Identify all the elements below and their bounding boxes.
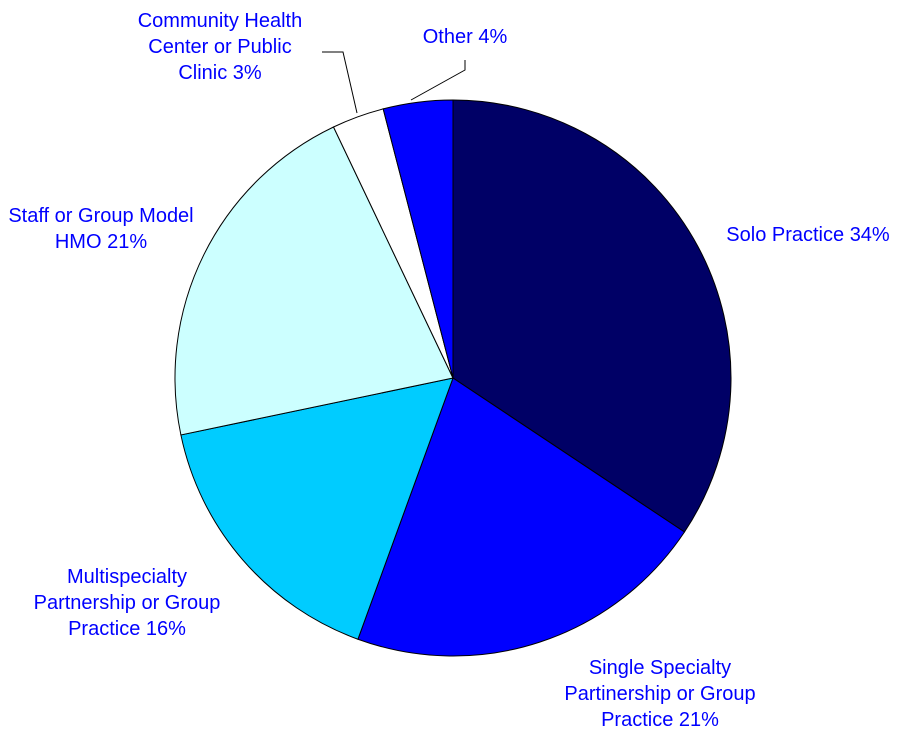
value-label: 21%: [678, 709, 719, 731]
slice-label: Multispecialty Partnership or Group Prac…: [16, 564, 238, 642]
slice-label: Other 4%: [405, 24, 525, 50]
slice-label: Solo Practice 34%: [708, 222, 908, 248]
value-label: 16%: [145, 618, 186, 640]
pie-slice: [180, 377, 454, 640]
value-label: 4%: [478, 26, 508, 48]
category: Community Health Center or Public Clinic: [137, 10, 303, 84]
category: Other: [422, 26, 473, 48]
value-label: 34%: [849, 224, 890, 246]
slice-label: Single Specialty Partinership or Group P…: [544, 655, 776, 733]
slice-label: Staff or Group Model HMO 21%: [5, 203, 197, 255]
pie-slice: [357, 377, 686, 657]
leader-line: [410, 60, 466, 101]
category: Multispecialty Partnership or Group Prac…: [33, 566, 221, 640]
slice-label: Community Health Center or Public Clinic…: [127, 8, 313, 86]
value-label: 21%: [107, 231, 148, 253]
pie: [174, 99, 732, 657]
pie-slice: [174, 126, 454, 436]
category: Single Specialty Partinership or Group P…: [564, 657, 756, 731]
leader-line: [322, 51, 358, 114]
category: Staff or Group Model HMO: [8, 205, 194, 253]
value-label: 3%: [232, 62, 262, 84]
pie-slice: [382, 99, 454, 379]
category: Solo Practice: [726, 224, 845, 246]
